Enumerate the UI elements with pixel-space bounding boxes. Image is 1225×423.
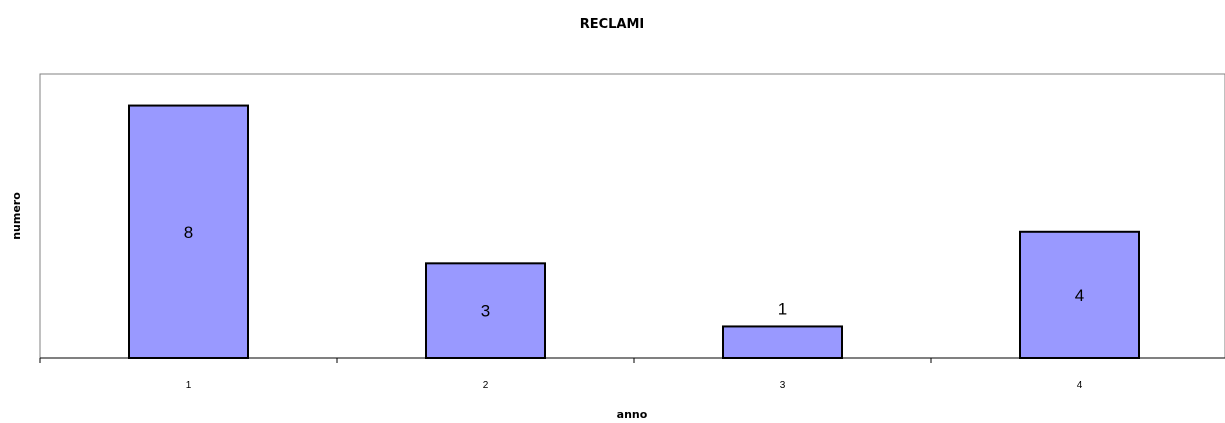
x-axis-title: anno xyxy=(617,408,648,421)
data-labels: 8 3 1 4 xyxy=(184,223,1084,321)
data-label-2: 3 xyxy=(481,302,490,321)
x-tick-label-2: 2 xyxy=(483,380,489,391)
x-tick-label-1: 1 xyxy=(186,380,192,391)
bar-3 xyxy=(722,325,843,360)
x-axis-ticks xyxy=(39,358,932,363)
data-label-3: 1 xyxy=(778,299,787,318)
x-axis-tick-labels: 1 2 3 4 xyxy=(186,380,1083,391)
bar-1 xyxy=(128,104,249,359)
data-label-1: 8 xyxy=(184,223,193,242)
chart-title: RECLAMI xyxy=(580,17,645,32)
y-axis-title: numero xyxy=(10,192,23,240)
x-tick-label-4: 4 xyxy=(1077,380,1083,391)
x-tick-label-3: 3 xyxy=(780,380,786,391)
bar-4 xyxy=(1019,230,1140,359)
data-label-4: 4 xyxy=(1075,286,1084,305)
